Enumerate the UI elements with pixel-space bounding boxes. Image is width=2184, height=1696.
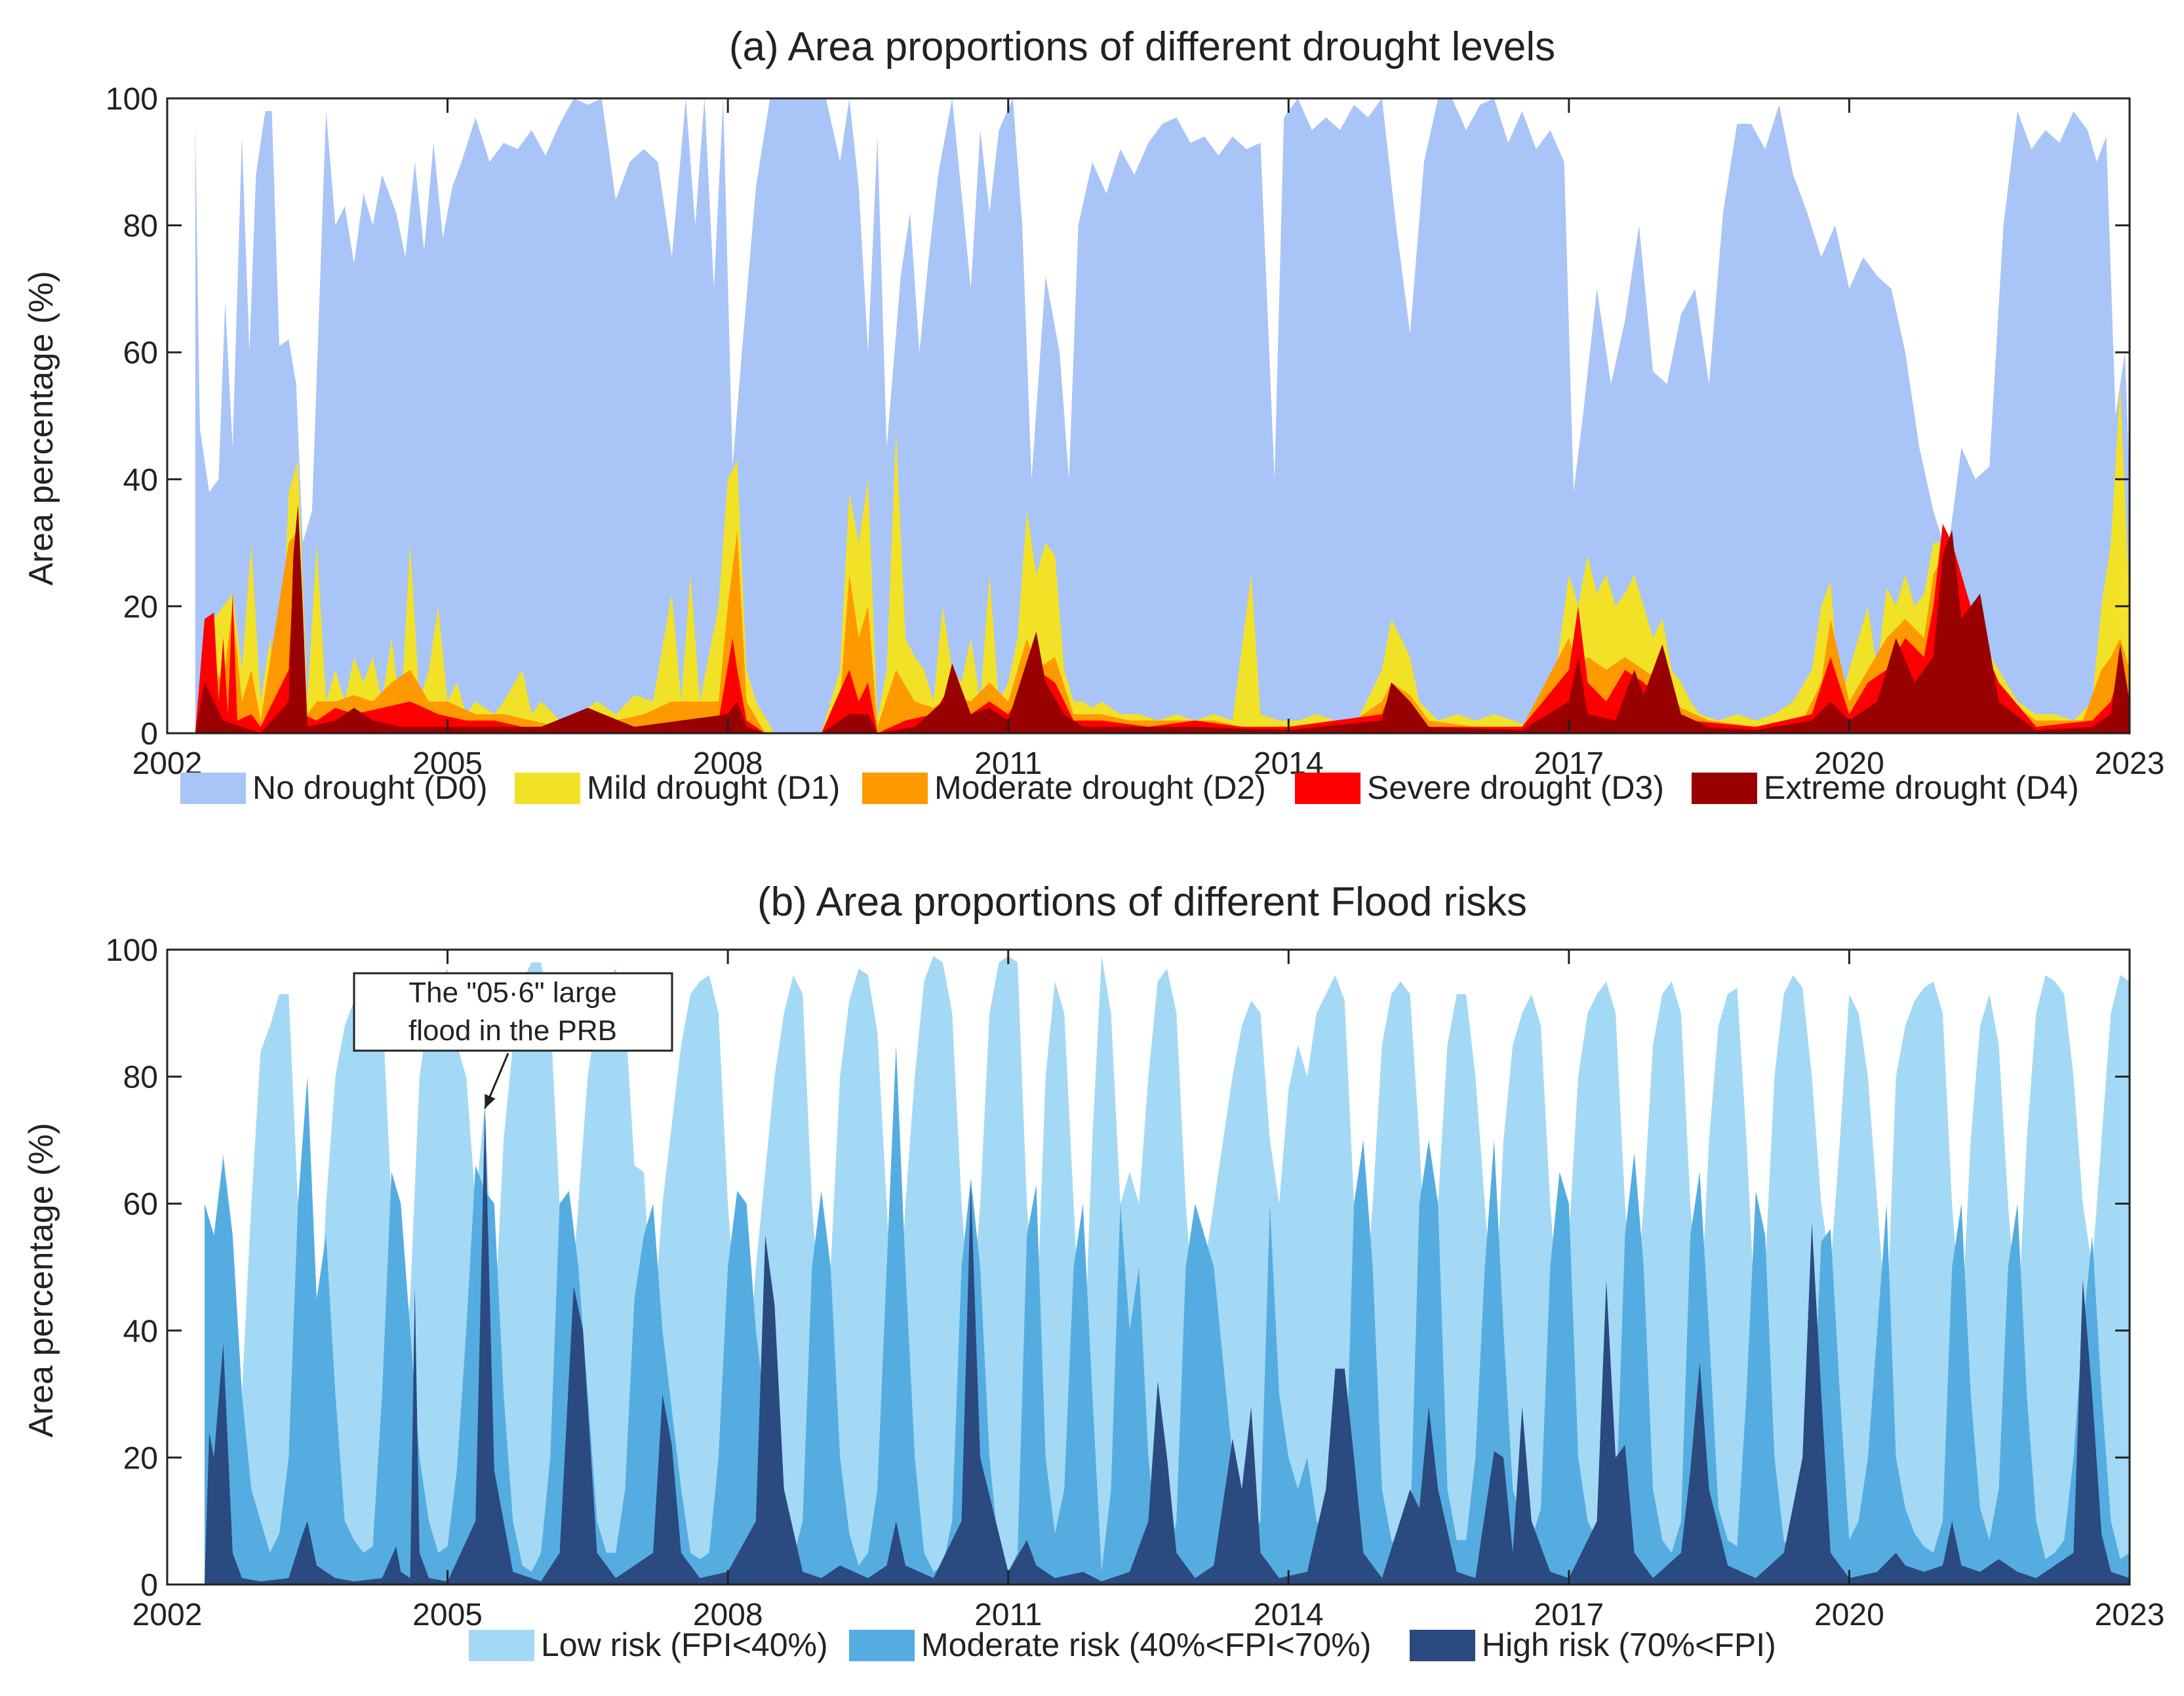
- drought-legend-swatch-moderate-drought-d2: [862, 773, 928, 804]
- drought-ytick-label: 40: [123, 463, 158, 498]
- flood-ytick-label: 60: [123, 1187, 158, 1222]
- drought-ytick-label: 20: [123, 590, 158, 624]
- flood-xtick-label: 2017: [1534, 1598, 1604, 1632]
- flood-legend-label-high-risk-70-fpi: High risk (70%<FPI): [1482, 1626, 1776, 1663]
- drought-ytick-label: 80: [123, 209, 158, 244]
- drought-legend-label-no-drought-d0: No drought (D0): [252, 769, 488, 806]
- drought-legend-swatch-extreme-drought-d4: [1692, 773, 1757, 804]
- flood-annotation: The "05·6" large flood in the PRB: [353, 972, 673, 1109]
- drought-area-mild-drought-d1: [195, 384, 2130, 733]
- annotation-box: [353, 972, 673, 1052]
- annotation-line-1: The "05·6" large: [408, 977, 616, 1009]
- flood-ytick-label: 0: [140, 1568, 158, 1603]
- flood-legend: Low risk (FPI<40%) Moderate risk (40%<FPI…: [469, 1626, 1776, 1663]
- flood-xtick-label: 2020: [1814, 1598, 1884, 1632]
- flood-ytick-label: 40: [123, 1314, 158, 1349]
- flood-series-group: [205, 956, 2130, 1585]
- drought-panel: (a) Area proportions of different drough…: [22, 24, 2164, 806]
- drought-xtick-label: 2011: [974, 746, 1042, 781]
- drought-legend-swatch-mild-drought-d1: [515, 773, 580, 804]
- drought-xtick-label: 2020: [1814, 746, 1884, 781]
- flood-x-ticks: 2002 2005 2008 2011 2014 2017 2020 2023: [132, 950, 2165, 1632]
- flood-ytick-label: 20: [123, 1441, 158, 1476]
- drought-ytick-label: 0: [140, 717, 158, 752]
- drought-legend-label-severe-drought-d3: Severe drought (D3): [1367, 769, 1664, 806]
- drought-xtick-label: 2017: [1534, 746, 1604, 781]
- flood-area-moderate-risk-40-fpi-70: [205, 1045, 2130, 1585]
- drought-legend-swatch-severe-drought-d3: [1295, 773, 1360, 804]
- drought-area-no-drought-d0: [195, 98, 2130, 733]
- annotation-line-2: flood in the PRB: [408, 1015, 617, 1047]
- drought-y-axis-label: Area percentage (%): [22, 271, 60, 586]
- drought-chart-title: (a) Area proportions of different drough…: [729, 24, 1555, 70]
- flood-ytick-label: 100: [106, 933, 158, 968]
- drought-xtick-label: 2008: [693, 746, 763, 781]
- flood-legend-swatch-low-risk-fpi-40: [469, 1630, 534, 1661]
- flood-plot-frame: [166, 948, 2131, 1586]
- flood-y-axis-label: Area percentage (%): [22, 1123, 60, 1438]
- flood-xtick-label: 2023: [2095, 1598, 2165, 1632]
- flood-legend-label-moderate-risk-40-fpi-70: Moderate risk (40%<FPI<70%): [921, 1626, 1371, 1663]
- flood-y-ticks: 0 20 40 60 80 100: [106, 933, 2130, 1603]
- drought-series-group: [195, 98, 2130, 733]
- flood-chart-title: (b) Area proportions of different Flood …: [757, 879, 1527, 925]
- flood-xtick-label: 2014: [1254, 1598, 1324, 1632]
- flood-xtick-label: 2005: [412, 1598, 483, 1632]
- flood-ytick-label: 80: [123, 1060, 158, 1095]
- drought-y-ticks: 0 20 40 60 80 100: [106, 82, 2130, 752]
- drought-xtick-label: 2005: [412, 746, 483, 781]
- drought-legend-label-extreme-drought-d4: Extreme drought (D4): [1764, 769, 2079, 806]
- drought-legend-label-moderate-drought-d2: Moderate drought (D2): [934, 769, 1266, 806]
- drought-ytick-label: 100: [106, 82, 158, 117]
- drought-area-moderate-drought-d2: [195, 530, 2130, 733]
- drought-legend-swatch-no-drought-d0: [180, 773, 246, 804]
- drought-plot-frame: [166, 97, 2131, 735]
- flood-xtick-label: 2002: [132, 1598, 203, 1632]
- drought-legend-label-mild-drought-d1: Mild drought (D1): [587, 769, 840, 806]
- drought-xtick-label: 2023: [2095, 746, 2165, 781]
- flood-xtick-label: 2008: [693, 1598, 763, 1632]
- drought-area-extreme-drought-d4: [195, 504, 2130, 733]
- flood-xtick-label: 2011: [974, 1598, 1042, 1632]
- drought-ytick-label: 60: [123, 336, 158, 371]
- annotation-arrowhead: [485, 1094, 496, 1108]
- flood-area-high-risk-70-fpi: [205, 1108, 2130, 1585]
- drought-legend: No drought (D0) Mild drought (D1) Moderate…: [180, 769, 2079, 806]
- flood-legend-label-low-risk-fpi-40: Low risk (FPI<40%): [541, 1626, 828, 1663]
- flood-legend-swatch-high-risk-70-fpi: [1410, 1630, 1475, 1661]
- flood-panel: (b) Area proportions of different Flood …: [22, 879, 2164, 1663]
- flood-legend-swatch-moderate-risk-40-fpi-70: [849, 1630, 915, 1661]
